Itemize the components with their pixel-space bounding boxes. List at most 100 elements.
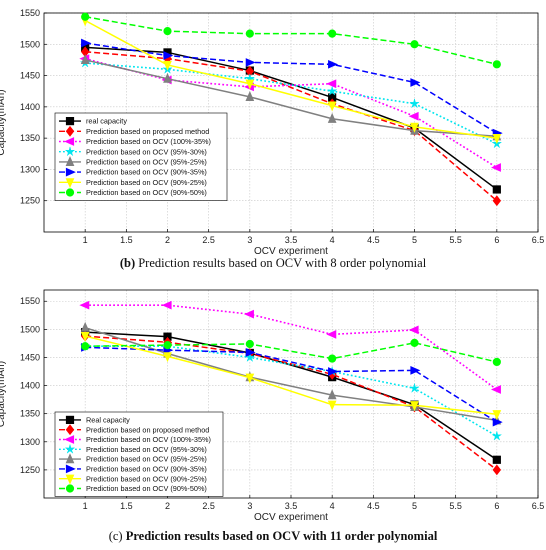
chart-c-data-point — [326, 330, 337, 339]
chart-b-series-line — [85, 42, 498, 134]
chart-b-data-point — [408, 111, 419, 121]
chart-c-data-point — [80, 321, 90, 332]
chart-b-series-prediction-based-on-ocv-90-50 — [81, 12, 501, 69]
caption-c: (c) Prediction results based on OCV with… — [0, 529, 546, 544]
chart-c-legend-label: Prediction based on OCV (90%-35%) — [86, 465, 207, 474]
chart-c-data-point — [79, 300, 90, 310]
chart-b-x-axis-label: OCV experiment — [254, 246, 328, 257]
chart-c-legend-label: Prediction based on OCV (95%-30%) — [86, 445, 207, 454]
chart-b-legend-marker — [65, 178, 75, 189]
chart-c-data-point — [163, 340, 172, 350]
chart-b-data-point — [492, 60, 501, 69]
chart-c-series-line — [85, 345, 498, 437]
chart-c-data-point — [492, 455, 501, 464]
chart-c-series-line — [85, 304, 498, 391]
chart-b-legend-marker — [65, 156, 75, 166]
chart-b-series-line — [84, 19, 497, 139]
chart-c-legend-marker — [64, 443, 76, 454]
chart-b-data-point — [327, 101, 337, 112]
chart-c-series-prediction-based-on-ocv-100-35 — [79, 300, 501, 394]
chart-c-series-line — [85, 335, 498, 471]
chart-c-data-point — [492, 417, 503, 427]
chart-b-series-prediction-based-on-ocv-90-35 — [81, 38, 503, 138]
chart-b-data-point — [490, 163, 501, 172]
chart-b-ytick-label: 1550 — [20, 8, 40, 18]
chart-b-legend-label: Prediction based on proposed method — [86, 127, 209, 136]
chart-b-data-point — [163, 27, 172, 36]
chart-c-data-point — [80, 331, 90, 342]
chart-c-legend-label: Prediction based on OCV (100%-35%) — [86, 435, 211, 444]
caption-c-letter: (c) — [108, 529, 123, 543]
chart-c-data-point — [490, 385, 501, 394]
chart-c-series-prediction-based-on-ocv-90-25 — [80, 331, 502, 421]
chart-b-data-point — [492, 134, 502, 144]
chart-b-legend-marker — [64, 145, 76, 157]
chart-c-legend-marker — [65, 484, 75, 493]
chart-c-series-prediction-based-on-ocv-90-50 — [81, 338, 501, 367]
chart-c-xtick-label: 2.5 — [202, 501, 215, 511]
chart-c-x-axis-label: OCV experiment — [254, 512, 328, 523]
chart-b-legend-label: real capacity — [86, 117, 127, 126]
chart-b-series-prediction-based-on-ocv-95-25 — [80, 54, 502, 141]
chart-c-data-point — [161, 300, 172, 310]
chart-c-legend-label: Prediction based on OCV (90%-25%) — [86, 474, 207, 483]
chart-b-xtick-label: 3.5 — [285, 235, 298, 245]
chart-b-ytick-label: 1450 — [20, 71, 40, 81]
chart-c-series-line — [85, 346, 498, 423]
chart-b-data-point — [245, 58, 256, 67]
chart-b-xtick-label: 5.5 — [449, 235, 462, 245]
chart-b-data-point — [163, 51, 174, 60]
chart-b-xtick-label: 6 — [494, 235, 499, 245]
chart-b-data-point — [326, 85, 338, 96]
chart-c-data-point — [492, 357, 501, 367]
chart-b-data-point — [328, 29, 337, 38]
chart-c-series-line — [85, 342, 497, 363]
chart-c-legend-marker — [65, 453, 75, 464]
chart-c-legend-label: Prediction based on OCV (90%-50%) — [86, 484, 207, 493]
chart-c-xtick-label: 1.5 — [120, 501, 133, 511]
chart-b-legend-label: Prediction based on OCV (95%-25%) — [86, 158, 207, 167]
chart-c-data-point — [245, 348, 256, 357]
chart-b-legend-marker — [64, 137, 75, 146]
chart-c-legend-marker — [65, 474, 75, 485]
chart-c-series-line — [85, 331, 498, 461]
chart-b-legend-marker — [65, 167, 76, 177]
chart-c-data-point — [245, 339, 254, 349]
chart-c-legend-label: Prediction based on OCV (95%-25%) — [86, 455, 207, 464]
chart-c-data-point — [492, 464, 502, 476]
chart-c-data-point — [492, 410, 502, 421]
chart-c-data-point — [81, 342, 90, 351]
chart-b-ytick-label: 1250 — [20, 196, 40, 206]
chart-c-data-point — [163, 352, 172, 363]
chart-b-data-point — [410, 78, 421, 87]
chart-c-data-point — [245, 373, 255, 384]
chart-b-xtick-label: 1 — [83, 235, 88, 245]
chart-c-ytick-label: 1350 — [20, 409, 40, 419]
chart-c-ytick-label: 1550 — [20, 296, 40, 306]
chart-b-xtick-label: 4 — [330, 235, 335, 245]
chart-c-data-point — [328, 367, 339, 376]
chart-c-data-point — [327, 400, 337, 411]
chart-c-data-point — [410, 401, 419, 412]
chart-b: 1 1.5 2 2.5 3 3.5 4 4.5 5 5.5 6 6.5 1250 1300 1350 1400… — [0, 8, 544, 257]
chart-c-ytick-label: 1400 — [20, 381, 40, 391]
chart-b-ytick-label: 1350 — [20, 133, 40, 143]
chart-c-legend-label: Prediction based on proposed method — [86, 425, 209, 434]
chart-c-ytick-label: 1500 — [20, 324, 40, 334]
chart-b-data-point — [163, 72, 172, 83]
chart-c-legend-marker — [65, 464, 76, 474]
chart-b-xtick-label: 5 — [412, 235, 417, 245]
chart-b-series-line — [85, 59, 497, 138]
chart-b-legend-marker — [65, 188, 75, 197]
chart-c: 1 1.5 2 2.5 3 3.5 4 4.5 5 5.5 6 6.5 1250 1300 1350 1400… — [0, 289, 544, 523]
chart-c-xtick-label: 2 — [165, 501, 170, 511]
chart-b-series-line — [85, 16, 498, 66]
chart-c-xtick-label: 5 — [412, 501, 417, 511]
chart-b-data-point — [410, 122, 419, 133]
chart-b-legend-box — [54, 112, 228, 201]
chart-c-data-point — [410, 338, 419, 347]
chart-b-series-line — [84, 57, 498, 169]
chart-c-data-point — [491, 430, 503, 441]
